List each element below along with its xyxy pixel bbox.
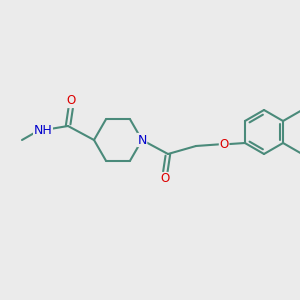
Text: NH: NH [34,124,52,136]
Text: N: N [137,134,147,146]
Text: O: O [219,137,229,151]
Text: O: O [66,94,76,107]
Text: O: O [160,172,169,185]
